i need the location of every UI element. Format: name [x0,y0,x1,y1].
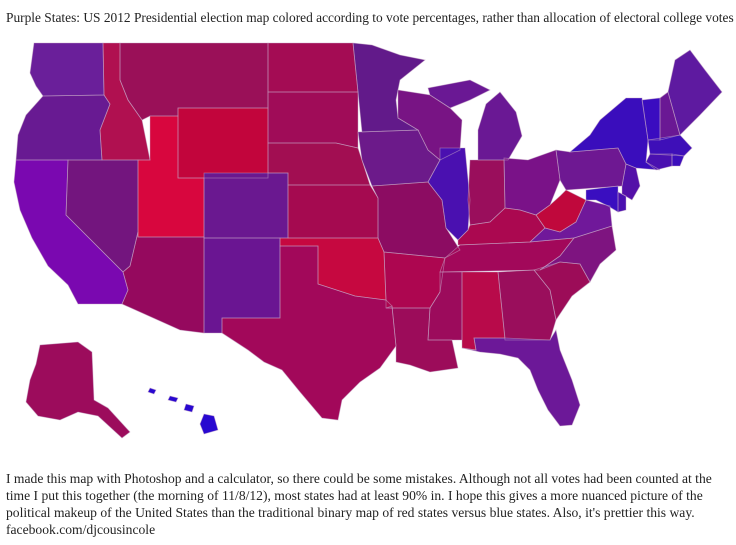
border-TX [221,245,397,421]
border-HI [147,387,219,435]
state-KY [458,208,545,245]
state-NY [570,98,660,170]
state-KS [288,185,378,238]
state-MT [120,43,268,120]
state-NM [204,238,280,333]
state-WY [178,108,268,178]
border-MN [352,42,426,133]
state-LA [386,306,458,372]
border-AK [25,341,131,439]
state-ID [100,43,150,160]
states-layer [14,43,722,438]
state-GA [498,270,556,340]
state-WV [536,190,586,232]
state-MD [586,186,618,212]
state-NE [268,143,370,185]
state-IL [428,148,470,240]
border-CT [645,153,673,171]
state-DE [618,192,626,212]
border-FL [461,328,581,427]
state-ME [668,50,722,135]
state-UT [138,116,204,237]
state-NJ [622,164,640,200]
state-NH [660,92,680,140]
state-PA [556,148,626,190]
border-NY [568,97,661,171]
border-MA [647,134,693,157]
state-VA [530,200,612,242]
border-RI [671,153,685,167]
state-NC [540,226,616,282]
map-caption: I made this map with Photoshop and a cal… [6,470,731,538]
state-borders [13,42,723,439]
border-NC [539,225,617,283]
state-MS [428,272,462,340]
state-IN [468,160,505,225]
state-ND [268,43,358,92]
border-ME [667,49,723,136]
state-MN [353,43,425,132]
state-TX [222,246,396,420]
state-OH [504,150,560,215]
state-IA [358,130,440,186]
border-NJ [621,163,641,201]
state-CO [204,173,288,238]
state-AL [462,272,505,350]
state-MI [428,80,522,160]
state-CA [14,160,128,304]
state-AR [384,252,445,308]
state-OR [16,95,110,160]
state-AZ [122,232,204,333]
caption-credit: facebook.com/djcousincole [6,522,156,537]
state-WA [30,43,104,96]
border-MI [427,79,523,161]
state-SD [268,92,358,148]
border-MD [585,185,619,213]
state-FL [462,330,580,426]
state-MO [372,182,460,258]
state-TN [440,238,574,272]
caption-line: time I put this together (the morning of… [6,488,703,503]
state-HI [148,388,218,434]
state-NV [66,160,138,272]
border-IL [427,147,471,241]
state-SC [534,262,590,320]
caption-line: I made this map with Photoshop and a cal… [6,471,712,486]
state-WI [398,90,462,160]
state-AK [26,342,130,438]
map-title: Purple States: US 2012 Presidential elec… [6,10,734,25]
state-OK [280,238,386,300]
caption-line: political makeup of the United States th… [6,505,695,520]
